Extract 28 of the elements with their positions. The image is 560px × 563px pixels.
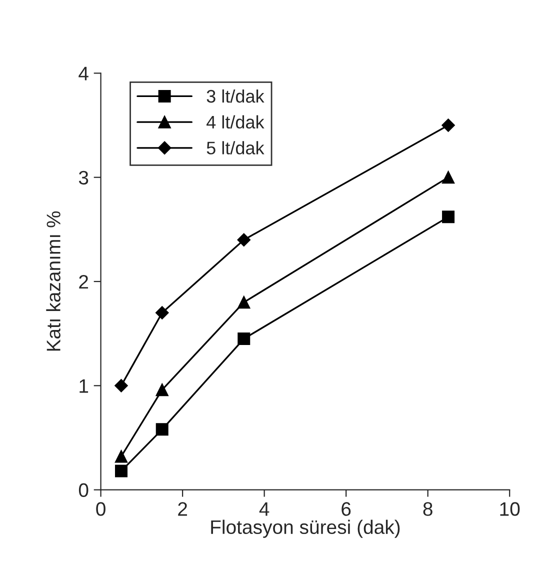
point bbox=[156, 384, 168, 396]
x-tick-label: 4 bbox=[259, 502, 270, 516]
x-axis-title: Flotasyon süresi (dak) bbox=[211, 520, 400, 538]
x-tick-label: 6 bbox=[342, 502, 351, 516]
y-tick-label: 3 bbox=[78, 170, 88, 185]
x-tick-label: 0 bbox=[96, 502, 106, 516]
point bbox=[114, 379, 128, 392]
y-tick-label: 2 bbox=[79, 274, 88, 289]
y-tick-label: 4 bbox=[78, 66, 88, 80]
y-tick-label: 1 bbox=[80, 379, 88, 393]
point bbox=[238, 296, 250, 309]
x-tick-label: 10 bbox=[500, 502, 520, 516]
point bbox=[156, 306, 169, 320]
legend-label: 5 lt/dak bbox=[206, 141, 264, 154]
x-tick-label: 8 bbox=[423, 502, 432, 516]
legend-label: 3 lt/dak bbox=[206, 89, 264, 103]
point bbox=[442, 118, 455, 132]
point bbox=[114, 464, 128, 478]
point bbox=[238, 332, 250, 346]
point bbox=[114, 450, 128, 463]
y-axis-title: Katı kazanımı % bbox=[46, 211, 60, 351]
x-tick-label: 2 bbox=[178, 502, 187, 516]
point bbox=[156, 423, 168, 436]
point bbox=[442, 210, 455, 224]
y-tick-label: 0 bbox=[78, 483, 88, 498]
point bbox=[442, 171, 455, 184]
point bbox=[237, 233, 250, 246]
legend-label: 4 lt/dak bbox=[206, 115, 264, 129]
